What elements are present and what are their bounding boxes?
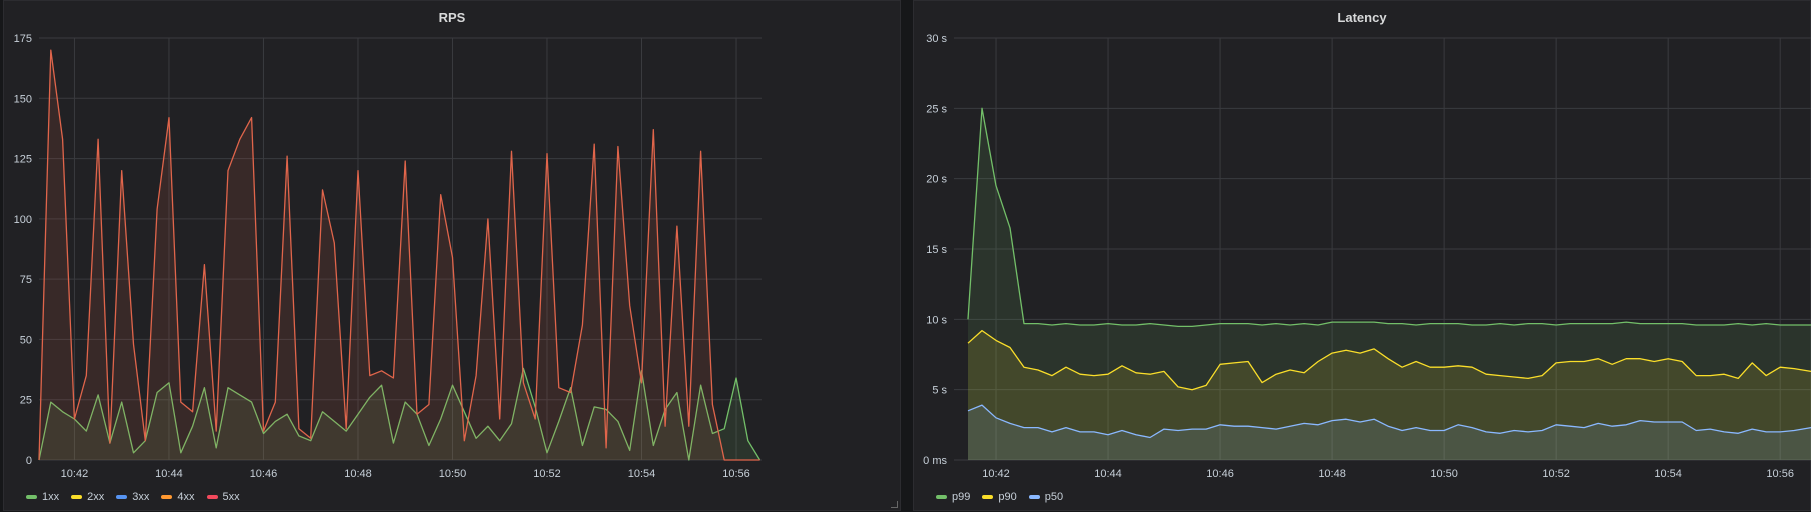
legend-swatch-icon [26, 495, 37, 499]
legend-item[interactable]: 5xx [206, 491, 240, 503]
latency-legend: p99 p90 p50 [936, 491, 1063, 503]
y-tick-label: 0 ms [923, 455, 947, 467]
series-line[interactable] [967, 107, 1811, 328]
legend-swatch-icon [116, 495, 128, 499]
series-area [39, 50, 760, 460]
legend-item[interactable]: 2xx [71, 491, 104, 503]
latency-panel: Latency 0 ms 5 s 10 s 15 s 20 s 25 s 30 s 10:42… [913, 0, 1811, 511]
panel-title[interactable]: Latency [1337, 10, 1387, 25]
y-tick-label: 10 s [926, 314, 947, 326]
series-area [39, 368, 760, 460]
legend-swatch-icon [161, 495, 173, 499]
x-tick-label: 10:46 [1206, 468, 1234, 480]
x-tick-label: 10:44 [1094, 468, 1122, 480]
legend-swatch-icon [1028, 495, 1040, 499]
x-tick-label: 10:54 [628, 468, 656, 480]
legend-item[interactable]: p90 [982, 491, 1017, 503]
legend-item[interactable]: p99 [936, 491, 970, 503]
y-tick-label: 20 s [926, 174, 947, 186]
series-area [968, 405, 1811, 460]
series-area [968, 330, 1811, 460]
x-tick-label: 10:48 [1318, 468, 1346, 480]
x-tick-label: 10:54 [1654, 468, 1682, 480]
resize-handle-icon[interactable] [891, 501, 898, 508]
series-area [968, 108, 1811, 461]
panel-title[interactable]: RPS [438, 10, 466, 25]
legend-label: p50 [1044, 491, 1064, 503]
series-line[interactable] [967, 404, 1811, 439]
y-tick-label: 25 [20, 395, 32, 407]
y-tick-label: 50 [20, 334, 32, 346]
y-tick-label: 30 s [926, 33, 947, 45]
y-tick-label: 25 s [926, 103, 947, 115]
legend-label: 2xx [87, 491, 105, 503]
legend-label: 3xx [132, 491, 150, 503]
x-tick-label: 10:50 [1430, 468, 1458, 480]
legend-item[interactable]: p50 [1028, 491, 1064, 503]
latency-chart: 0 ms 5 s 10 s 15 s 20 s 25 s 30 s 10:42 10:44 10:… [923, 33, 1811, 480]
y-tick-label: 150 [14, 93, 32, 105]
legend-swatch-icon [982, 495, 994, 499]
legend-swatch-icon [936, 495, 947, 499]
y-tick-label: 5 s [932, 385, 947, 397]
legend-item[interactable]: 1xx [26, 491, 59, 503]
legend-label: p99 [952, 491, 971, 503]
legend-swatch-icon [206, 495, 218, 499]
rps-panel: RPS 0 25 50 75 100 125 150 175 10:42 10:44 10:46 10… [3, 0, 901, 511]
series-line[interactable] [38, 367, 761, 461]
y-tick-label: 175 [14, 33, 32, 45]
x-tick-label: 10:48 [344, 468, 372, 480]
legend-label: 5xx [222, 491, 240, 503]
legend-label: 4xx [177, 491, 195, 503]
y-tick-label: 0 [26, 455, 32, 467]
y-tick-label: 75 [20, 274, 32, 286]
x-tick-label: 10:44 [155, 468, 183, 480]
x-tick-label: 10:52 [533, 468, 561, 480]
x-tick-label: 10:46 [250, 468, 278, 480]
legend-label: 1xx [42, 491, 60, 503]
x-tick-label: 10:42 [61, 468, 89, 480]
x-tick-label: 10:56 [722, 468, 750, 480]
series-line[interactable] [38, 49, 760, 461]
y-tick-label: 15 s [926, 244, 947, 256]
y-tick-label: 100 [14, 214, 32, 226]
legend-item[interactable]: 3xx [116, 491, 149, 503]
x-tick-label: 10:42 [982, 468, 1010, 480]
legend-item[interactable]: 4xx [161, 491, 195, 503]
x-tick-label: 10:50 [439, 468, 467, 480]
series-line[interactable] [967, 329, 1811, 391]
x-tick-label: 10:52 [1542, 468, 1570, 480]
y-tick-label: 125 [14, 154, 32, 166]
legend-swatch-icon [71, 495, 83, 499]
legend-label: p90 [998, 491, 1017, 503]
rps-chart: 0 25 50 75 100 125 150 175 10:42 10:44 10:46 10:48 1… [14, 33, 762, 480]
x-tick-label: 10:56 [1766, 468, 1794, 480]
rps-legend: 1xx 2xx 3xx 4xx 5xx [26, 491, 240, 503]
